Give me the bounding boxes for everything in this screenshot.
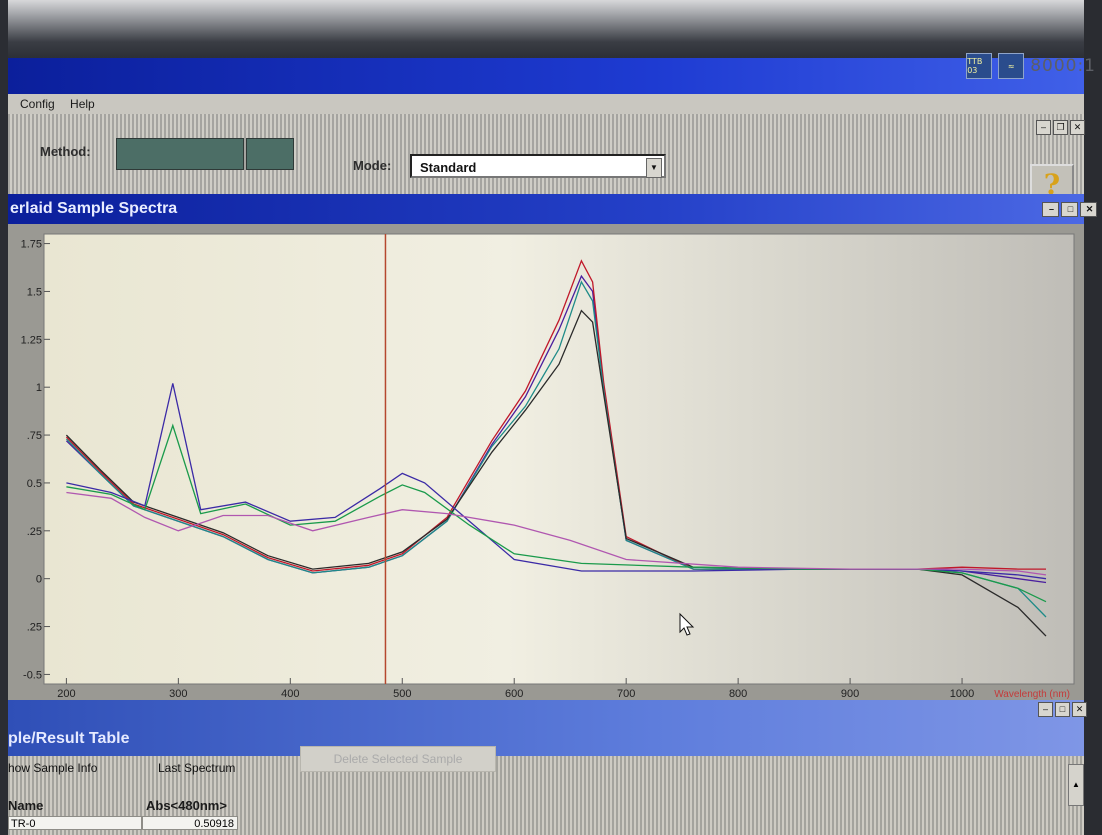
- delete-selected-sample-button[interactable]: Delete Selected Sample: [300, 746, 496, 772]
- mode-label: Mode:: [353, 158, 392, 173]
- spectra-window-controls: – □ ✕: [1042, 202, 1097, 217]
- column-header-abs[interactable]: Abs<480nm>: [146, 798, 227, 813]
- plot-area: [43, 233, 1075, 685]
- table-window-titlebar: ple/Result Table – □ ✕: [8, 700, 1087, 756]
- app-titlebar: [8, 58, 1084, 94]
- close-icon[interactable]: ✕: [1070, 120, 1085, 135]
- close-icon[interactable]: ✕: [1072, 702, 1087, 717]
- menu-config[interactable]: Config: [20, 97, 55, 111]
- column-header-name[interactable]: Name: [8, 798, 44, 813]
- tray-network-icon[interactable]: ≈: [998, 53, 1025, 79]
- spectra-series: [65, 259, 1047, 637]
- table-window-controls: – □ ✕: [1038, 702, 1087, 717]
- x-tick-label: 800: [729, 688, 747, 700]
- tray-app-icon[interactable]: TTB 03: [966, 53, 993, 79]
- tray-clock: 8000:1: [1030, 56, 1096, 76]
- y-tick-label: -0.5: [23, 669, 42, 681]
- toolbar-window-controls: – ❐ ✕: [1036, 120, 1085, 135]
- minimize-icon[interactable]: –: [1036, 120, 1051, 135]
- method-toolbar: – ❐ ✕ Method: Mode: Standard ▼ ?: [8, 114, 1085, 208]
- restore-icon[interactable]: ❐: [1053, 120, 1068, 135]
- axis-ticks: 200 300 400 500 600 700 800 900 10001.751.51.251…: [21, 239, 975, 700]
- last-spectrum-button[interactable]: Last Spectrum: [158, 761, 236, 775]
- spectra-chart[interactable]: 200 300 400 500 600 700 800 900 10001.751.51.251…: [8, 224, 1084, 700]
- y-tick-label: 1.25: [21, 334, 42, 346]
- minimize-icon[interactable]: –: [1038, 702, 1053, 717]
- spectrum-series-line: [66, 491, 1047, 576]
- y-tick-label: 1.75: [21, 239, 42, 251]
- method-field[interactable]: [116, 138, 244, 170]
- y-tick-label: 1: [36, 382, 42, 394]
- x-axis-label: Wavelength (nm): [994, 689, 1070, 700]
- x-tick-label: 200: [57, 688, 75, 700]
- method-label: Method:: [40, 144, 91, 159]
- x-tick-label: 700: [617, 688, 635, 700]
- maximize-icon[interactable]: □: [1055, 702, 1070, 717]
- method-browse-field[interactable]: [246, 138, 294, 170]
- table-scroll-up-arrow[interactable]: ▲: [1068, 764, 1084, 806]
- spectra-window-titlebar: erlaid Sample Spectra – □ ✕: [8, 194, 1097, 224]
- close-icon[interactable]: ✕: [1080, 202, 1097, 217]
- monitor-bezel-left: [0, 0, 8, 835]
- x-tick-label: 900: [841, 688, 859, 700]
- y-tick-label: 0.5: [27, 478, 42, 490]
- x-tick-label: 1000: [950, 688, 974, 700]
- menu-help[interactable]: Help: [70, 97, 95, 111]
- y-tick-label: .25: [27, 526, 42, 538]
- system-tray: TTB 03 ≈ 8000:1: [966, 48, 1096, 84]
- x-tick-label: 300: [169, 688, 187, 700]
- table-window-title: ple/Result Table: [8, 730, 130, 747]
- minimize-icon[interactable]: –: [1042, 202, 1059, 217]
- x-tick-label: 400: [281, 688, 299, 700]
- x-tick-label: 600: [505, 688, 523, 700]
- mouse-pointer-icon: [679, 612, 695, 636]
- y-tick-label: 0: [36, 574, 42, 586]
- table-window-body: how Sample Info Last Spectrum Delete Sel…: [8, 746, 1084, 835]
- y-tick-label: .75: [27, 430, 42, 442]
- maximize-icon[interactable]: □: [1061, 202, 1078, 217]
- spectra-window-title: erlaid Sample Spectra: [10, 200, 178, 217]
- x-tick-label: 500: [393, 688, 411, 700]
- chevron-down-icon[interactable]: ▼: [646, 158, 662, 178]
- show-sample-info-button[interactable]: how Sample Info: [8, 761, 98, 775]
- mode-select[interactable]: Standard ▼: [410, 154, 666, 178]
- table-cell-name[interactable]: TR-0: [8, 816, 142, 830]
- menu-bar: Config Help: [8, 94, 1084, 115]
- y-tick-label: 1.5: [27, 286, 42, 298]
- mode-value: Standard: [420, 160, 477, 175]
- table-cell-abs[interactable]: 0.50918: [142, 816, 238, 830]
- y-tick-label: .25: [27, 622, 42, 634]
- spectra-plot-frame: 200 300 400 500 600 700 800 900 1000 1.75 1.5 1.25 1…: [8, 224, 1084, 700]
